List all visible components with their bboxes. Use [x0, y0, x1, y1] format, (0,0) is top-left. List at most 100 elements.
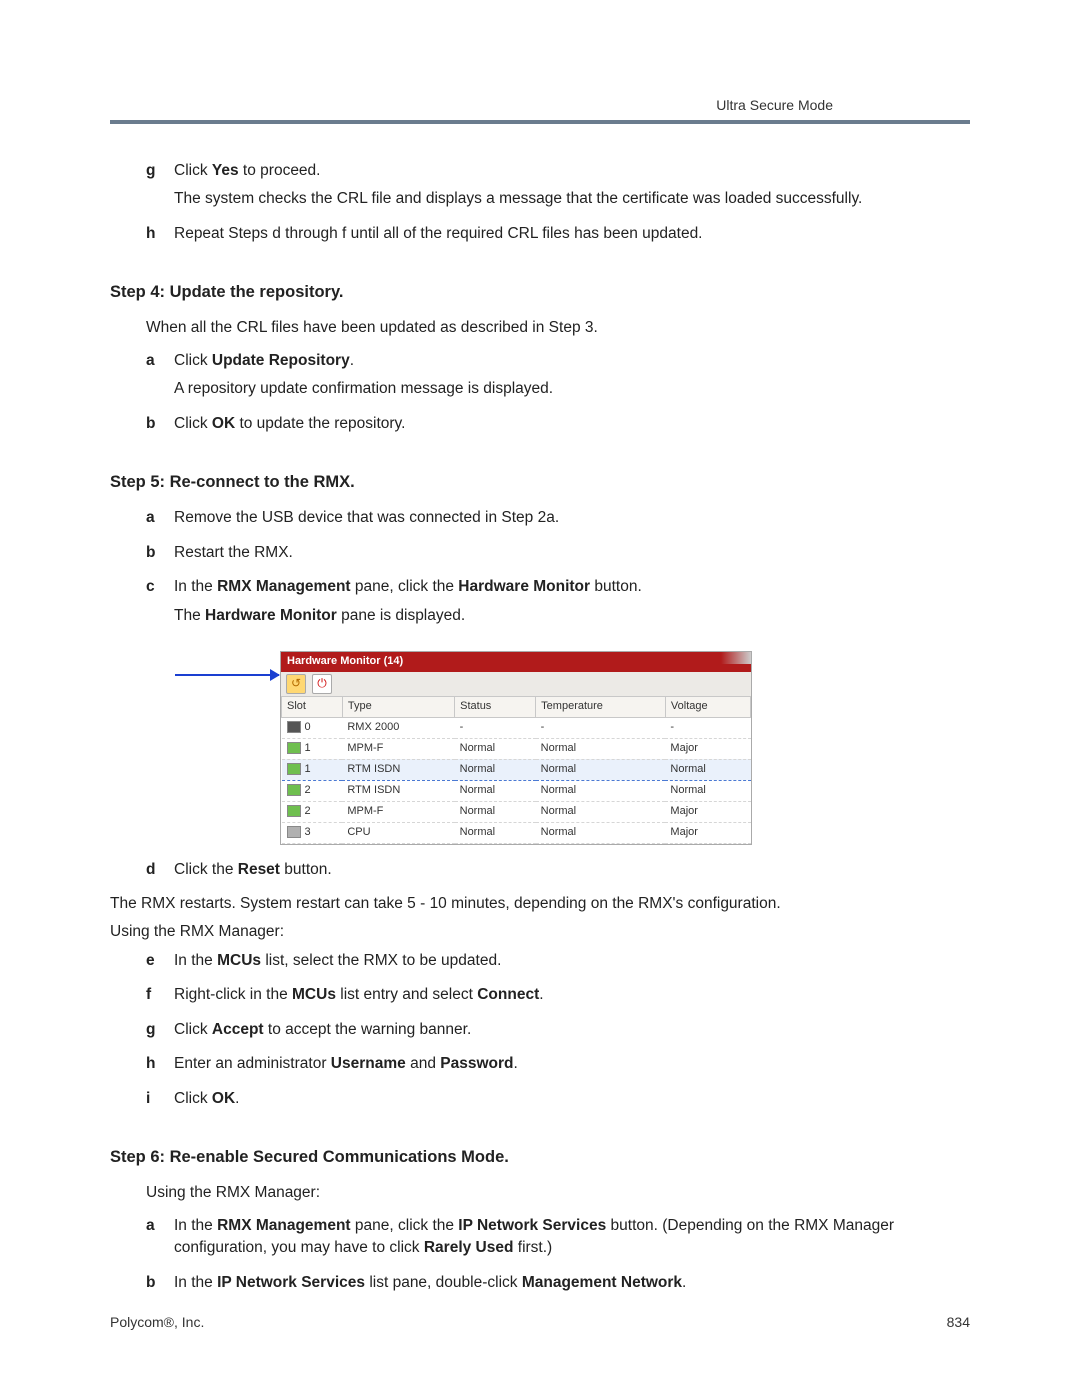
text: Remove the USB device that was connected…: [174, 507, 970, 529]
bold-text: Hardware Monitor: [458, 578, 590, 595]
text: Using the RMX Manager:: [110, 921, 970, 943]
cell-status: Normal: [455, 801, 536, 822]
list-body: Repeat Steps d through f until all of th…: [174, 223, 970, 251]
col-status: Status: [455, 696, 536, 717]
cell-status: Normal: [455, 780, 536, 801]
list-marker: h: [146, 223, 174, 251]
footer-left: Polycom®, Inc.: [110, 1312, 204, 1332]
text: first.): [513, 1239, 552, 1256]
table-row[interactable]: 0RMX 2000---: [282, 717, 751, 738]
text: A repository update confirmation message…: [174, 378, 970, 400]
col-voltage: Voltage: [665, 696, 750, 717]
bold-text: OK: [212, 415, 235, 432]
power-icon[interactable]: ⏻: [312, 674, 332, 694]
footer-page-number: 834: [947, 1312, 970, 1332]
list-marker: b: [146, 1272, 174, 1300]
cell-slot: 1: [282, 759, 343, 780]
bold-text: Update Repository: [212, 352, 350, 369]
list-body: Click the Reset button.: [174, 859, 970, 887]
step4-list: a Click Update Repository. A repository …: [146, 350, 970, 441]
list-body: Enter an administrator Username and Pass…: [174, 1053, 970, 1081]
text: and: [406, 1055, 440, 1072]
cell-status: Normal: [455, 822, 536, 843]
text: In the: [174, 1217, 217, 1234]
cell-volt: Major: [665, 738, 750, 759]
text: Click: [174, 415, 212, 432]
text: Enter an administrator: [174, 1055, 331, 1072]
card-icon: [287, 742, 301, 754]
list-marker: i: [146, 1088, 174, 1116]
text: to accept the warning banner.: [264, 1021, 472, 1038]
text: button.: [280, 861, 332, 878]
cell-temp: Normal: [536, 822, 666, 843]
step4-heading: Step 4: Update the repository.: [110, 281, 970, 305]
cell-volt: Normal: [665, 759, 750, 780]
page-footer: Polycom®, Inc. 834: [110, 1312, 970, 1332]
bold-text: Yes: [212, 162, 239, 179]
list-marker: a: [146, 1215, 174, 1266]
col-slot: Slot: [282, 696, 343, 717]
list-item: h Enter an administrator Username and Pa…: [146, 1053, 970, 1081]
cell-status: Normal: [455, 738, 536, 759]
cell-slot: 2: [282, 780, 343, 801]
list-item: a In the RMX Management pane, click the …: [146, 1215, 970, 1266]
text: Click the: [174, 861, 238, 878]
list-body: Remove the USB device that was connected…: [174, 507, 970, 535]
text: pane, click the: [351, 1217, 459, 1234]
list-body: Click Accept to accept the warning banne…: [174, 1019, 970, 1047]
text: .: [235, 1090, 239, 1107]
table-header-row: Slot Type Status Temperature Voltage: [282, 696, 751, 717]
list-item: b Click OK to update the repository.: [146, 413, 970, 441]
hardware-monitor-table: Slot Type Status Temperature Voltage 0RM…: [281, 696, 751, 844]
cell-slot: 1: [282, 738, 343, 759]
list-body: Click Yes to proceed. The system checks …: [174, 160, 970, 217]
card-icon: [287, 784, 301, 796]
text: .: [513, 1055, 517, 1072]
cell-status: -: [455, 717, 536, 738]
table-row[interactable]: 2MPM-FNormalNormalMajor: [282, 801, 751, 822]
text: .: [350, 352, 354, 369]
text: pane is displayed.: [337, 607, 465, 624]
text: The: [174, 607, 205, 624]
cell-volt: Major: [665, 822, 750, 843]
cell-temp: Normal: [536, 801, 666, 822]
list-marker: g: [146, 1019, 174, 1047]
step5-list-cont: d Click the Reset button.: [146, 859, 970, 887]
list-item-h: h Repeat Steps d through f until all of …: [146, 223, 970, 251]
bold-text: Management Network: [522, 1274, 682, 1291]
list-item-g: g Click Yes to proceed. The system check…: [146, 160, 970, 217]
cell-temp: Normal: [536, 759, 666, 780]
cell-type: RTM ISDN: [342, 759, 454, 780]
list-body: In the MCUs list, select the RMX to be u…: [174, 950, 970, 978]
text: .: [539, 986, 543, 1003]
cell-volt: Normal: [665, 780, 750, 801]
cpu-icon: [287, 826, 301, 838]
table-row[interactable]: 1MPM-FNormalNormalMajor: [282, 738, 751, 759]
page-header-section: Ultra Secure Mode: [716, 95, 833, 115]
cell-temp: -: [536, 717, 666, 738]
table-row[interactable]: 2RTM ISDNNormalNormalNormal: [282, 780, 751, 801]
text: list entry and select: [336, 986, 477, 1003]
cell-slot: 3: [282, 822, 343, 843]
bold-text: Rarely Used: [424, 1239, 514, 1256]
reset-icon[interactable]: ↺: [286, 674, 306, 694]
page-content: g Click Yes to proceed. The system check…: [110, 160, 970, 1300]
list-body: Right-click in the MCUs list entry and s…: [174, 984, 970, 1012]
list-marker: f: [146, 984, 174, 1012]
bold-text: MCUs: [217, 952, 261, 969]
list-marker: b: [146, 413, 174, 441]
text: Restart the RMX.: [174, 542, 970, 564]
cell-status: Normal: [455, 759, 536, 780]
list-body: Restart the RMX.: [174, 542, 970, 570]
text: Right-click in the: [174, 986, 292, 1003]
document-page: Ultra Secure Mode g Click Yes to proceed…: [0, 0, 1080, 1397]
list-body: Click OK to update the repository.: [174, 413, 970, 441]
cell-slot: 0: [282, 717, 343, 738]
table-row[interactable]: 1RTM ISDNNormalNormalNormal: [282, 759, 751, 780]
text: to update the repository.: [235, 415, 405, 432]
text: Click: [174, 162, 212, 179]
table-row[interactable]: 3CPUNormalNormalMajor: [282, 822, 751, 843]
bold-text: Username: [331, 1055, 406, 1072]
hardware-monitor-title: Hardware Monitor (14): [281, 652, 751, 672]
list-marker: a: [146, 507, 174, 535]
